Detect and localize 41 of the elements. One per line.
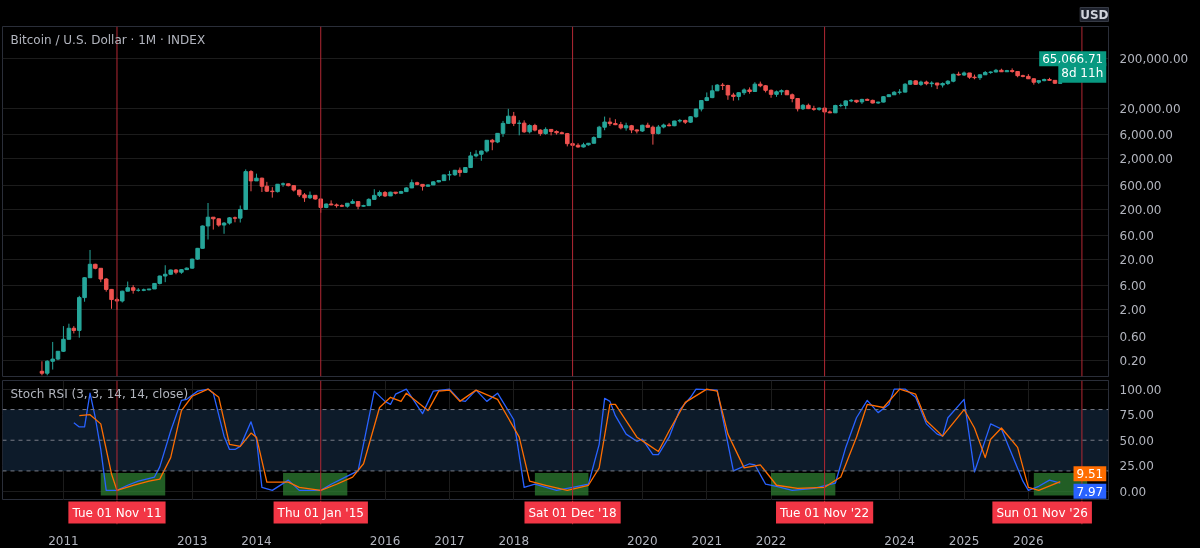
x-tick-label: 2022 bbox=[755, 533, 787, 548]
x-tick-label: 2017 bbox=[434, 533, 465, 548]
y-tick-label: 6,000.00 bbox=[1119, 128, 1173, 143]
x-tick-label: 2021 bbox=[691, 533, 723, 548]
y-tick-label: 100.00 bbox=[1119, 382, 1162, 397]
annotation: 8d 11h bbox=[1061, 65, 1104, 80]
y-axis-title: USD bbox=[1080, 7, 1109, 22]
y-tick-label: 0.00 bbox=[1119, 484, 1147, 499]
annotation: 9.51 bbox=[1076, 467, 1104, 482]
y-tick-label: 25.00 bbox=[1119, 459, 1154, 474]
y-tick-label: 20,000.00 bbox=[1119, 102, 1181, 117]
x-tick-label: 2011 bbox=[48, 533, 79, 548]
y-tick-label: 600.00 bbox=[1119, 178, 1162, 193]
y-tick-label: 75.00 bbox=[1119, 408, 1154, 423]
y-tick-label: 0.60 bbox=[1119, 329, 1147, 344]
ref-line-label: Tue 01 Nov '22 bbox=[779, 505, 870, 520]
x-tick-label: 2020 bbox=[627, 533, 658, 548]
ref-line-label: Thu 01 Jan '15 bbox=[276, 505, 364, 520]
y-tick-label: 6.00 bbox=[1119, 279, 1147, 294]
y-tick-label: 200.00 bbox=[1119, 202, 1162, 217]
x-tick-label: 2024 bbox=[884, 533, 915, 548]
annotation: 65,066.71 bbox=[1042, 52, 1104, 67]
y-tick-label: 60.00 bbox=[1119, 229, 1154, 244]
ref-line-label: Sat 01 Dec '18 bbox=[528, 505, 617, 520]
y-tick-label: 200,000.00 bbox=[1119, 51, 1189, 66]
x-tick-label: 2026 bbox=[1013, 533, 1044, 548]
x-tick-label: 2013 bbox=[176, 533, 208, 548]
ref-line-label: Sun 01 Nov '26 bbox=[996, 505, 1088, 520]
y-tick-label: 2,000.00 bbox=[1119, 152, 1173, 167]
text: Stoch RSI (3, 3, 14, 14, close) bbox=[10, 386, 189, 401]
x-tick-label: 2016 bbox=[369, 533, 401, 548]
x-tick-label: 2018 bbox=[498, 533, 530, 548]
y-tick-label: 0.20 bbox=[1119, 353, 1147, 368]
y-tick-label: 20.00 bbox=[1119, 253, 1154, 268]
y-tick-label: 2.00 bbox=[1119, 303, 1147, 318]
annotation: 7.97 bbox=[1076, 484, 1104, 499]
text: Bitcoin / U.S. Dollar · 1M · INDEX bbox=[10, 32, 206, 47]
x-tick-label: 2014 bbox=[241, 533, 272, 548]
y-tick-label: 50.00 bbox=[1119, 433, 1154, 448]
x-tick-label: 2025 bbox=[948, 533, 980, 548]
ref-line-label: Tue 01 Nov '11 bbox=[71, 505, 162, 520]
